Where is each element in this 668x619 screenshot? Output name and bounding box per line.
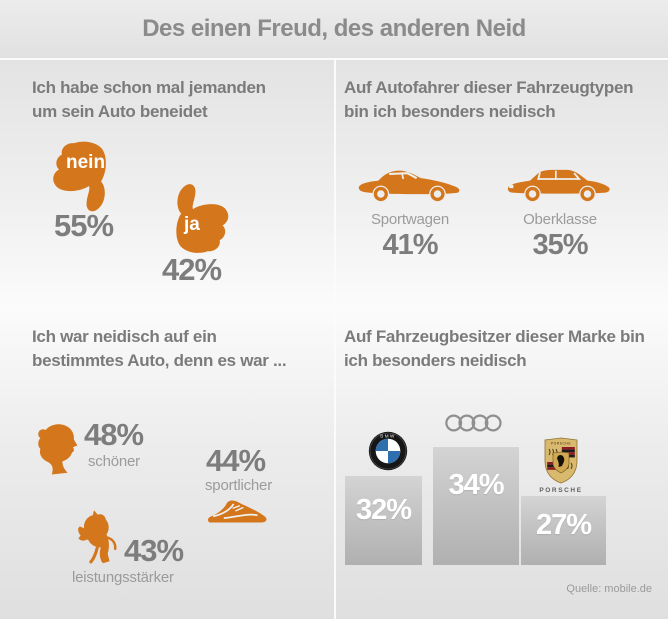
masthead: Des einen Freud, des anderen Neid xyxy=(0,0,668,58)
stat-label: Sportwagen xyxy=(370,211,450,228)
no-percentage: 55% xyxy=(54,208,114,243)
sedan-car-icon xyxy=(507,169,610,203)
stat-label: Oberklasse xyxy=(523,211,597,228)
podium-percentage: 32% xyxy=(355,494,412,526)
source-credit: Quelle: mobile.de xyxy=(566,583,652,595)
panel-reasons: Ich war neidisch auf ein bestimmtes Auto… xyxy=(0,309,334,619)
yes-percentage: 42% xyxy=(162,252,222,287)
horse-icon xyxy=(78,510,117,564)
panel-heading: Ich habe schon mal jemanden um sein Auto… xyxy=(32,78,266,121)
stat-sportwagen: Sportwagen 41% xyxy=(352,164,468,262)
reason-label: schöner xyxy=(88,453,140,470)
panel-heading: Auf Fahrzeugbesitzer dieser Marke bin ic… xyxy=(344,327,645,370)
panel-heading: Auf Autofahrer dieser Fahrzeugtypen bin … xyxy=(344,78,634,121)
bmw-logo-icon: BMW xyxy=(368,431,408,471)
podium-percentage: 34% xyxy=(448,469,504,501)
porsche-crest-icon: PORSCHE xyxy=(544,437,578,484)
reason-percentage: 48% xyxy=(84,417,144,452)
reason-label: leistungsstärker xyxy=(72,569,174,586)
sneaker-icon xyxy=(208,500,267,523)
panel-heading: Ich war neidisch auf ein bestimmtes Auto… xyxy=(32,327,287,370)
porsche-wordmark: PORSCHE xyxy=(539,487,583,494)
audi-rings-icon xyxy=(445,414,502,432)
sports-car-icon xyxy=(358,170,460,203)
bmw-letters: BMW xyxy=(380,433,395,438)
podium-bar-audi: 34% xyxy=(433,447,519,565)
yes-label: ja xyxy=(184,214,200,235)
page-title: Des einen Freud, des anderen Neid xyxy=(142,15,526,42)
reason-label: sportlicher xyxy=(205,477,272,494)
panel-brands: Auf Fahrzeugbesitzer dieser Marke bin ic… xyxy=(336,309,668,619)
panel-vehicle-types: Auf Autofahrer dieser Fahrzeugtypen bin … xyxy=(336,60,668,307)
reason-percentage: 43% xyxy=(124,533,184,568)
woman-head-icon xyxy=(38,424,78,475)
porsche-crest-label: PORSCHE xyxy=(551,442,572,446)
podium-percentage: 27% xyxy=(535,509,592,541)
stat-oberklasse: Oberklasse 35% xyxy=(502,164,618,262)
thumbs-down-icon: nein xyxy=(46,138,132,216)
no-label: nein xyxy=(66,152,106,173)
podium-bar-porsche: 27% xyxy=(521,496,606,565)
stat-percentage: 35% xyxy=(532,229,588,261)
podium-bar-bmw: 32% xyxy=(345,476,422,565)
thumbs-up-icon: ja xyxy=(156,178,230,258)
panel-envied-someone: Ich habe schon mal jemanden um sein Auto… xyxy=(0,60,334,307)
reason-percentage: 44% xyxy=(206,443,266,478)
stat-percentage: 41% xyxy=(382,229,438,261)
